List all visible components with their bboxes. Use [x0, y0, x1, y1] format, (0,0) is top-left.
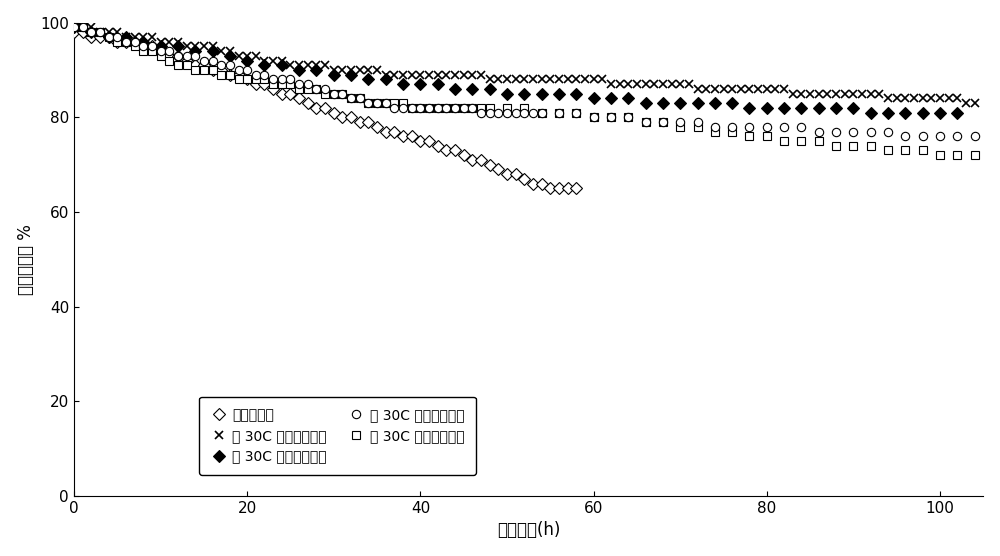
X-axis label: 运行时间(h): 运行时间(h) [497, 522, 560, 539]
Y-axis label: 丙烯选择性 %: 丙烯选择性 % [17, 224, 35, 295]
Legend: 常规预处理, 在 30C 下预处理乙烯, 在 30C 下预处理丙烷, 在 30C 下预处理乙烷, 在 30C 下预处理丙烯: 常规预处理, 在 30C 下预处理乙烯, 在 30C 下预处理丙烷, 在 30C… [199, 396, 476, 475]
